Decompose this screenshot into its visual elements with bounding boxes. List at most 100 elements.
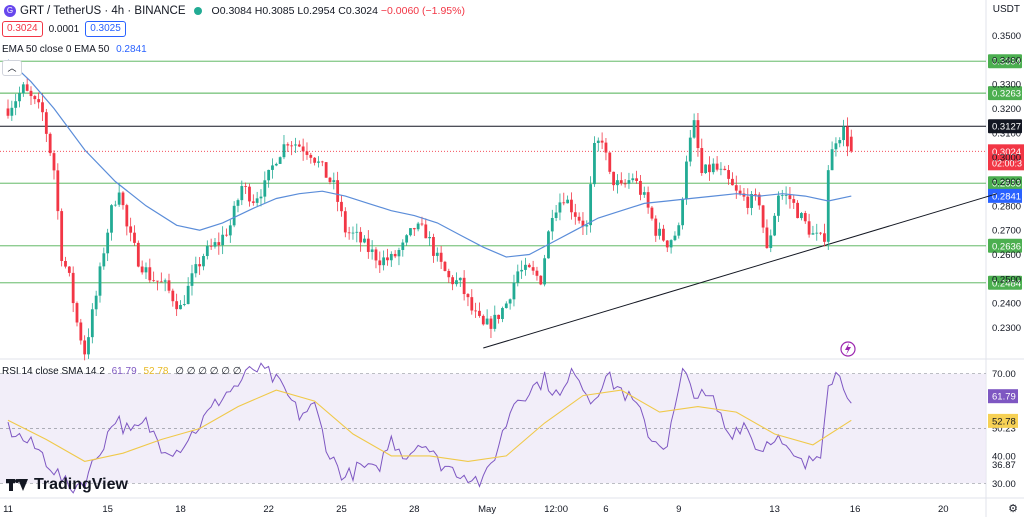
- time-tick-label: 13: [769, 504, 780, 515]
- candle: [474, 310, 478, 312]
- spread-value: 0.0001: [48, 23, 80, 35]
- candle: [750, 194, 754, 208]
- candle: [481, 315, 485, 325]
- candle: [10, 107, 14, 116]
- buy-button[interactable]: 0.3025: [85, 21, 126, 37]
- lightning-icon-ring: [840, 341, 856, 357]
- candle: [205, 245, 209, 257]
- candle: [113, 204, 117, 206]
- trendline-layer[interactable]: [483, 193, 998, 349]
- time-tick-label: 22: [263, 504, 274, 515]
- candle: [98, 266, 102, 296]
- candle: [259, 196, 263, 199]
- candle: [558, 202, 562, 213]
- candle: [524, 264, 527, 270]
- currency-label[interactable]: USDT: [992, 4, 1020, 15]
- candle: [117, 192, 121, 205]
- rsi-sma-value-label: 52.78: [992, 416, 1016, 427]
- ascending-trendline: [483, 193, 998, 349]
- candle: [631, 178, 635, 181]
- ema-legend[interactable]: EMA 50 close 0 EMA 50 0.2841: [2, 44, 147, 55]
- candle: [274, 163, 278, 166]
- time-tick-label: 18: [175, 504, 186, 515]
- candle: [240, 186, 244, 201]
- rsi-tick-label: 36.87: [992, 460, 1016, 471]
- candle: [267, 169, 271, 181]
- price-tick-label: 0.3200: [992, 104, 1021, 115]
- ohlc-values: O0.3084 H0.3085 L0.2954 C0.3024 −0.0060 …: [212, 5, 465, 17]
- level-label-bg: [988, 86, 1022, 101]
- ema-line: [7, 59, 852, 258]
- rsi-lines: [7, 362, 852, 494]
- candle: [780, 195, 784, 197]
- candle: [359, 231, 363, 243]
- collapse-legend-button[interactable]: ︿: [2, 60, 22, 76]
- candle: [255, 198, 259, 203]
- candle: [493, 314, 497, 329]
- level-label: 0.2484: [992, 278, 1021, 289]
- level-label-bg: [988, 238, 1022, 253]
- candle: [228, 225, 232, 236]
- candle: [769, 235, 773, 248]
- candle: [773, 215, 776, 236]
- level-label: 0.2893: [992, 179, 1021, 190]
- candle: [416, 223, 420, 230]
- candle: [6, 108, 10, 116]
- candle: [807, 221, 811, 235]
- ema-price-label: 0.2841: [992, 191, 1021, 202]
- candle: [451, 277, 455, 285]
- candle: [719, 168, 723, 170]
- price-tick-label: 0.3500: [992, 31, 1021, 42]
- candle: [44, 112, 48, 134]
- candle: [129, 226, 133, 233]
- candle: [658, 228, 662, 236]
- candle: [650, 207, 654, 219]
- candle: [738, 190, 742, 194]
- candle: [646, 192, 650, 208]
- candle: [727, 170, 731, 179]
- rsi-value-label: 61.79: [992, 392, 1016, 403]
- alert-icon[interactable]: [840, 341, 856, 357]
- candle: [198, 264, 202, 267]
- candle: [508, 299, 512, 304]
- candle: [447, 270, 451, 278]
- candle: [121, 192, 125, 206]
- candle: [708, 164, 711, 173]
- candle: [439, 252, 443, 262]
- candle: [71, 272, 75, 304]
- candle: [236, 200, 240, 206]
- candle: [489, 318, 493, 329]
- tradingview-logo[interactable]: TradingView: [6, 476, 128, 494]
- candle: [156, 280, 159, 282]
- candle: [501, 308, 504, 319]
- candle: [834, 143, 838, 150]
- candle: [788, 195, 792, 200]
- candle: [570, 199, 573, 213]
- symbol-title[interactable]: GRT / TetherUS · 4h · BINANCE: [20, 5, 186, 17]
- candle: [842, 126, 845, 141]
- candle: [401, 242, 405, 250]
- candle: [608, 152, 612, 172]
- candle: [627, 180, 631, 184]
- sell-button[interactable]: 0.3024: [2, 21, 43, 37]
- candle: [585, 225, 589, 227]
- candle: [251, 201, 255, 203]
- candle: [75, 303, 79, 323]
- rsi-band: [0, 373, 986, 484]
- time-tick-label: 9: [676, 504, 681, 515]
- candle: [14, 101, 18, 108]
- price-tick-label: 0.3000: [992, 153, 1021, 164]
- candle: [336, 180, 340, 202]
- candle: [317, 161, 320, 163]
- gear-icon[interactable]: ⚙: [1008, 503, 1018, 515]
- candle: [190, 273, 194, 286]
- candle: [673, 235, 677, 241]
- horizontal-levels[interactable]: 0.3394 0.3263 0.3127 0.2893 0.2636 0.2484 0.30…: [0, 54, 1024, 290]
- rsi-legend[interactable]: RSI 14 close SMA 14 2 61.79 52.78 ∅ ∅ ∅ …: [2, 366, 241, 377]
- time-tick-label: 15: [102, 504, 113, 515]
- candle: [669, 240, 673, 248]
- lightning-icon: [845, 343, 851, 355]
- candle: [102, 253, 106, 267]
- candle: [723, 168, 727, 171]
